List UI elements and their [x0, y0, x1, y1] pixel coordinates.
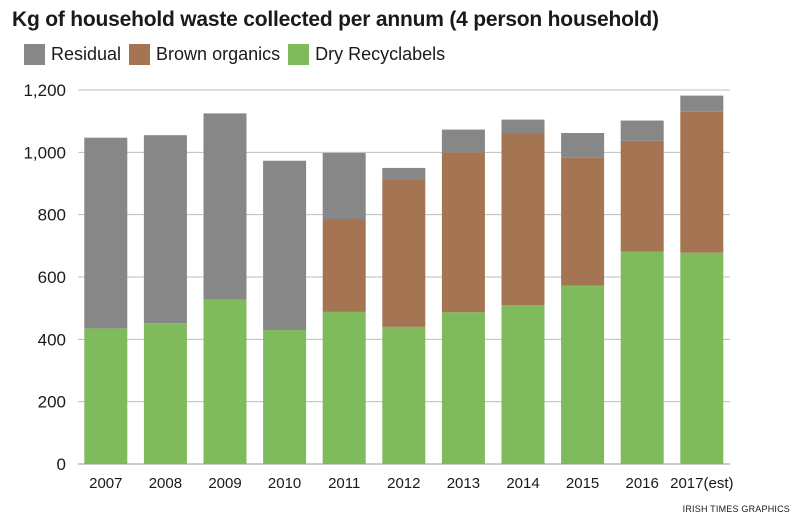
- legend-item-brown-organics: Brown organics: [129, 44, 280, 65]
- x-tick-label: 2009: [208, 475, 241, 492]
- bar-residual-2011: [322, 152, 366, 220]
- bar-dry-recyclables-2016: [620, 251, 664, 464]
- y-tick-label: 1,000: [23, 143, 66, 162]
- legend-swatch-residual: [24, 44, 45, 65]
- legend-swatch-brown-organics: [129, 44, 151, 65]
- bar-brown-organics-2015: [561, 157, 605, 286]
- bar-dry-recyclables-2008: [143, 323, 187, 464]
- x-tick-label: 2014: [506, 475, 539, 492]
- bar-residual-2015: [561, 133, 605, 158]
- bar-dry-recyclables-2014: [501, 305, 545, 464]
- bar-residual-2010: [263, 160, 307, 330]
- bar-dry-recyclables-2017est: [680, 252, 724, 464]
- bar-brown-organics-2011: [322, 219, 366, 312]
- legend: Residual Brown organics Dry Recyclabels: [24, 44, 453, 65]
- x-tick-label: 2010: [268, 475, 301, 492]
- bar-brown-organics-2012: [382, 179, 426, 327]
- bar-dry-recyclables-2012: [382, 326, 426, 464]
- x-tick-label: 2007: [89, 475, 122, 492]
- bar-residual-2014: [501, 119, 545, 134]
- bar-dry-recyclables-2013: [441, 312, 485, 464]
- x-tick-label: 2015: [566, 475, 599, 492]
- bar-brown-organics-2013: [441, 152, 485, 313]
- legend-swatch-dry-recyclables: [288, 44, 310, 65]
- legend-item-dry-recyclables: Dry Recyclabels: [288, 44, 445, 65]
- bar-brown-organics-2017est: [680, 111, 724, 253]
- x-tick-label: 2011: [328, 475, 360, 492]
- y-tick-label: 800: [38, 206, 66, 225]
- x-tick-label: 2008: [149, 475, 182, 492]
- bar-residual-2017est: [680, 95, 724, 112]
- bar-residual-2013: [441, 129, 485, 153]
- chart-title: Kg of household waste collected per annu…: [12, 8, 659, 31]
- bar-residual-2016: [620, 120, 664, 141]
- credit-text: IRISH TIMES GRAPHICS: [682, 504, 790, 514]
- y-tick-label: 1,200: [23, 81, 66, 100]
- legend-label-residual: Residual: [51, 44, 122, 64]
- bar-residual-2012: [382, 167, 426, 180]
- bar-dry-recyclables-2010: [263, 329, 307, 464]
- x-tick-label: 2016: [626, 475, 659, 492]
- legend-label-dry-recyclables: Dry Recyclabels: [315, 44, 446, 64]
- bar-dry-recyclables-2011: [322, 311, 366, 464]
- y-tick-label: 200: [38, 393, 66, 412]
- bar-brown-organics-2016: [620, 140, 664, 252]
- x-tick-label: 2013: [447, 475, 480, 492]
- x-tick-label: 2012: [387, 475, 420, 492]
- bar-residual-2007: [84, 137, 128, 329]
- bar-residual-2008: [143, 135, 187, 324]
- bar-brown-organics-2014: [501, 133, 545, 306]
- bar-dry-recyclables-2009: [203, 299, 247, 464]
- y-tick-label: 0: [57, 455, 66, 474]
- bar-dry-recyclables-2015: [561, 285, 605, 464]
- bar-dry-recyclables-2007: [84, 328, 128, 464]
- legend-label-brown-organics: Brown organics: [156, 44, 281, 64]
- x-tick-label: 2017(est): [670, 475, 733, 492]
- bar-residual-2009: [203, 113, 247, 300]
- y-tick-label: 600: [38, 268, 66, 287]
- legend-item-residual: Residual: [24, 44, 121, 65]
- y-tick-label: 400: [38, 330, 66, 349]
